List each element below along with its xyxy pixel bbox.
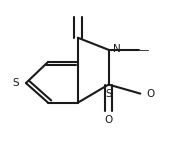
Text: O: O	[104, 115, 113, 125]
Text: O: O	[147, 89, 155, 99]
Text: N: N	[113, 44, 121, 54]
Text: —: —	[138, 45, 148, 55]
Text: S: S	[12, 78, 19, 88]
Text: S: S	[105, 89, 112, 99]
